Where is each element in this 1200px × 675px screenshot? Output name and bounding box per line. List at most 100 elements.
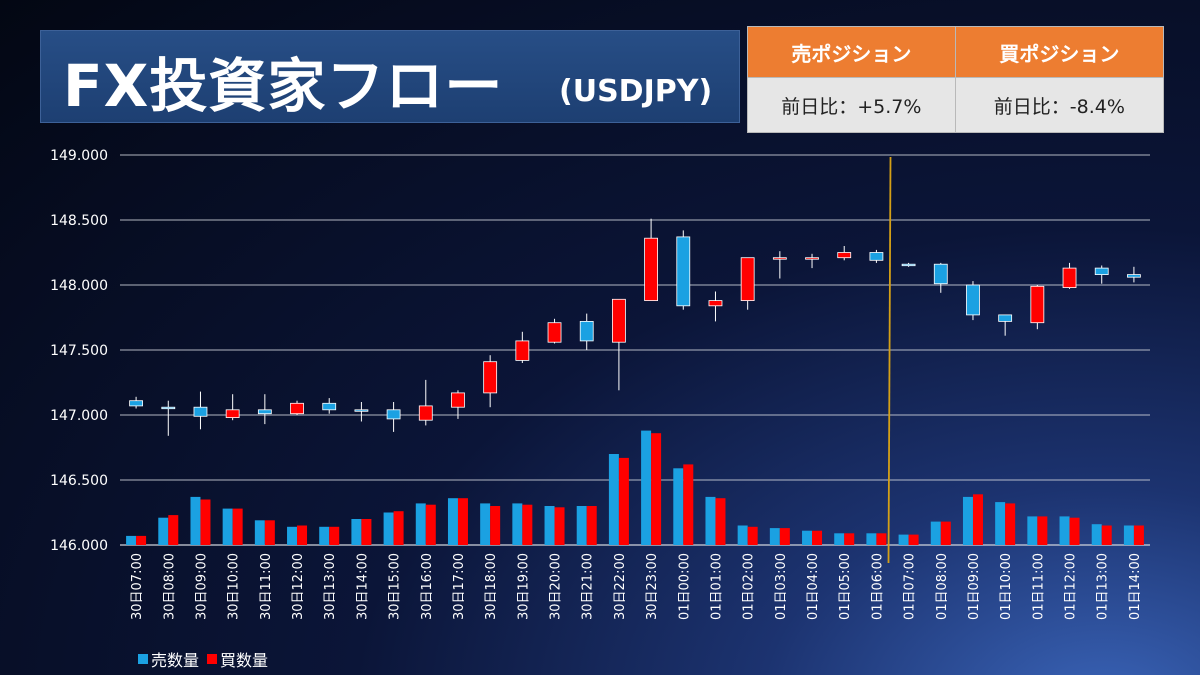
x-tick-label: 30日20:00 bbox=[549, 553, 564, 620]
buy-volume-bar bbox=[812, 530, 823, 545]
x-tick-label: 30日23:00 bbox=[645, 553, 660, 620]
x-tick-label: 01日09:00 bbox=[967, 553, 982, 620]
buy-volume-bar bbox=[361, 519, 372, 545]
candle-body bbox=[966, 284, 980, 316]
buy-volume-bar bbox=[425, 504, 436, 545]
candle-body bbox=[386, 409, 401, 420]
buy-volume-bar bbox=[522, 504, 533, 545]
legend-buy: 買数量 bbox=[207, 647, 268, 671]
x-tick-label: 01日10:00 bbox=[999, 553, 1014, 620]
currency-pair: (USDJPY) bbox=[559, 74, 713, 109]
buy-volume-bar bbox=[747, 526, 758, 545]
buy-volume-bar bbox=[168, 515, 179, 545]
chart-legend: 売数量 買数量 bbox=[138, 647, 276, 671]
candle-body bbox=[805, 257, 819, 260]
sell-volume-bar bbox=[576, 506, 587, 545]
candle-body bbox=[290, 402, 304, 415]
buy-volume-bar bbox=[586, 506, 597, 545]
sell-volume-bar bbox=[995, 502, 1006, 545]
buy-volume-bar bbox=[329, 526, 340, 545]
sell-position-change: 前日比：+5.7% bbox=[747, 77, 956, 133]
buy-volume-bar bbox=[876, 533, 887, 545]
candle-body bbox=[708, 300, 723, 307]
buy-position-change: 前日比：-8.4% bbox=[954, 77, 1165, 133]
sell-position-header: 売ポジション bbox=[747, 26, 956, 78]
y-tick-label: 148.000 bbox=[50, 278, 108, 294]
candle-body bbox=[418, 405, 433, 421]
title-banner: FX投資家フロー (USDJPY) bbox=[40, 30, 740, 123]
sell-volume-bar bbox=[351, 519, 362, 545]
sell-volume-bar bbox=[930, 521, 941, 545]
sell-volume-bar bbox=[319, 526, 330, 545]
x-tick-label: 30日10:00 bbox=[227, 553, 242, 620]
candle-body bbox=[354, 409, 369, 412]
position-table: 売ポジション 買ポジション 前日比：+5.7% 前日比：-8.4% bbox=[747, 26, 1165, 133]
candle-body bbox=[515, 340, 530, 361]
legend-sell: 売数量 bbox=[138, 647, 199, 671]
sell-volume-bar bbox=[737, 525, 748, 545]
candle-body bbox=[837, 252, 852, 259]
buy-volume-bar bbox=[683, 464, 694, 545]
sell-volume-bar bbox=[1059, 516, 1070, 545]
sell-volume-bar bbox=[769, 528, 780, 545]
sell-volume-bar bbox=[608, 454, 619, 545]
sell-volume-bar bbox=[544, 506, 555, 545]
x-tick-label: 01日00:00 bbox=[677, 553, 692, 620]
buy-volume-bar bbox=[1037, 516, 1048, 545]
x-tick-label: 01日14:00 bbox=[1128, 553, 1143, 620]
x-tick-label: 01日08:00 bbox=[935, 553, 950, 620]
buy-swatch bbox=[207, 654, 218, 664]
x-tick-label: 30日13:00 bbox=[323, 553, 338, 620]
sell-volume-bar bbox=[641, 430, 652, 545]
sell-volume-bar bbox=[866, 533, 877, 545]
candle-body bbox=[451, 392, 465, 408]
candle-body bbox=[483, 361, 498, 394]
y-tick-label: 146.000 bbox=[50, 538, 108, 554]
sell-volume-bar bbox=[158, 517, 169, 545]
sell-volume-bar bbox=[126, 535, 137, 545]
sell-volume-bar bbox=[480, 503, 491, 545]
candle-body bbox=[933, 263, 948, 285]
buy-volume-bar bbox=[908, 534, 919, 545]
buy-volume-bar bbox=[618, 457, 629, 545]
x-tick-label: 01日12:00 bbox=[1064, 553, 1079, 620]
x-tick-label: 01日13:00 bbox=[1096, 553, 1111, 620]
x-tick-label: 30日17:00 bbox=[452, 553, 467, 620]
y-tick-label: 147.500 bbox=[50, 343, 108, 359]
page-title: FX投資家フロー bbox=[63, 52, 504, 120]
sell-volume-bar bbox=[673, 468, 684, 545]
sell-volume-bar bbox=[834, 533, 845, 545]
buy-volume-bar bbox=[490, 506, 501, 545]
buy-volume-bar bbox=[1101, 525, 1112, 545]
x-tick-label: 01日06:00 bbox=[870, 553, 885, 620]
x-tick-label: 01日07:00 bbox=[903, 553, 918, 620]
y-tick-label: 149.000 bbox=[50, 148, 108, 164]
candle-body bbox=[547, 322, 562, 343]
sell-volume-bar bbox=[447, 498, 458, 545]
buy-volume-bar bbox=[779, 528, 790, 545]
x-tick-label: 01日05:00 bbox=[838, 553, 853, 620]
buy-volume-bar bbox=[264, 520, 275, 545]
buy-volume-bar bbox=[554, 507, 565, 545]
candle-body bbox=[1094, 267, 1109, 276]
x-tick-label: 30日19:00 bbox=[516, 553, 531, 620]
candle-body bbox=[322, 402, 337, 411]
buy-volume-bar bbox=[972, 494, 983, 545]
buy-volume-bar bbox=[940, 521, 951, 545]
candle-body bbox=[129, 400, 143, 407]
candle-body bbox=[1062, 267, 1077, 289]
candle-body bbox=[225, 409, 240, 418]
y-tick-label: 146.500 bbox=[50, 473, 108, 489]
sell-volume-bar bbox=[1123, 525, 1134, 545]
sell-volume-bar bbox=[705, 496, 716, 545]
sell-volume-bar bbox=[1091, 524, 1102, 545]
sell-swatch bbox=[138, 654, 148, 664]
x-tick-label: 30日22:00 bbox=[613, 553, 628, 620]
x-tick-label: 30日12:00 bbox=[291, 553, 306, 620]
x-tick-label: 30日07:00 bbox=[130, 553, 145, 620]
sell-volume-bar bbox=[962, 496, 973, 545]
sell-volume-bar bbox=[1027, 516, 1038, 545]
candle-body bbox=[193, 406, 208, 417]
legend-buy-label: 買数量 bbox=[220, 651, 269, 670]
